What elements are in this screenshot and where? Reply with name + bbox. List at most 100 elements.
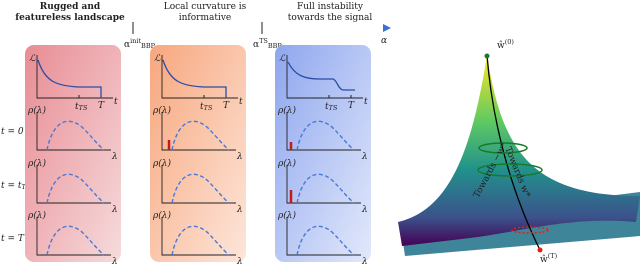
end-time-label-part: T bbox=[223, 101, 230, 111]
loss-label: ℒ bbox=[279, 54, 286, 64]
rho-label: ρ(λ) bbox=[27, 158, 47, 169]
phase-panel bbox=[275, 45, 371, 262]
ring bbox=[477, 163, 543, 177]
rho-label: ρ(λ) bbox=[152, 158, 172, 169]
tts-label: tTS bbox=[75, 102, 88, 113]
lambda-label: λ bbox=[236, 152, 243, 162]
lambda-label-part: λ bbox=[361, 205, 368, 215]
end-time-label: T bbox=[223, 101, 230, 111]
lambda-label: λ bbox=[236, 205, 243, 215]
time-label: t bbox=[114, 97, 118, 107]
time-label-part: t bbox=[239, 97, 243, 107]
end-label-part: ŵ bbox=[540, 254, 548, 265]
start-point bbox=[484, 53, 490, 59]
loss-axes bbox=[161, 55, 238, 99]
spectrum-density bbox=[171, 120, 230, 151]
rho-axes bbox=[161, 112, 236, 151]
end-time-label: T bbox=[348, 101, 355, 111]
row-label-part: t = T bbox=[1, 234, 25, 244]
rho-axes bbox=[36, 112, 111, 151]
phase-label-part: featureless landscape bbox=[15, 13, 125, 23]
alpha-arrowhead bbox=[383, 24, 391, 32]
tts-label: tTS bbox=[200, 102, 213, 113]
time-label: t bbox=[239, 97, 243, 107]
lambda-label-part: λ bbox=[111, 257, 118, 267]
phase-label: towards the signal bbox=[288, 13, 373, 23]
time-label-part: t bbox=[364, 97, 368, 107]
lambda-label-part: λ bbox=[361, 152, 368, 162]
surface-plot bbox=[398, 53, 640, 256]
threshold-label-part: BBP bbox=[268, 42, 283, 50]
loss-axes bbox=[286, 55, 363, 99]
threshold-label-part: α bbox=[124, 40, 130, 50]
rho-label-part: ρ(λ) bbox=[152, 105, 172, 116]
start-label-part: ŵ bbox=[497, 40, 505, 51]
threshold-label-part: BBP bbox=[141, 42, 156, 50]
rho-label-part: ρ(λ) bbox=[152, 158, 172, 169]
rho-label: ρ(λ) bbox=[152, 210, 172, 221]
spectrum-density bbox=[296, 225, 355, 256]
rho-label-part: ρ(λ) bbox=[277, 105, 297, 116]
loss-label-part: ℒ bbox=[154, 54, 161, 64]
ring bbox=[511, 226, 549, 234]
loss-label: ℒ bbox=[29, 54, 36, 64]
end-point bbox=[537, 247, 543, 253]
rho-label-part: ρ(λ) bbox=[152, 210, 172, 221]
loss-axes bbox=[36, 55, 113, 99]
phase-panel bbox=[25, 45, 121, 262]
rho-label: ρ(λ) bbox=[277, 105, 297, 116]
surface-peak bbox=[398, 55, 640, 246]
loss-label-part: ℒ bbox=[279, 54, 286, 64]
end-time-label-part: T bbox=[348, 101, 355, 111]
time-label-part: t bbox=[114, 97, 118, 107]
rho-axes bbox=[36, 165, 111, 204]
loss-curve bbox=[162, 59, 227, 98]
lambda-label-part: λ bbox=[111, 152, 118, 162]
phase-label-part: towards the signal bbox=[288, 13, 373, 23]
row-label-part: t = t bbox=[1, 181, 22, 191]
row-label-part: t = 0 bbox=[1, 127, 24, 137]
rho-label-part: ρ(λ) bbox=[27, 105, 47, 116]
end-time-label-part: T bbox=[98, 101, 105, 111]
threshold-label: αinitBBP bbox=[124, 37, 156, 50]
tts-label-part: t bbox=[200, 102, 204, 112]
phase-label-part: Rugged and bbox=[40, 2, 101, 12]
loss-label: ℒ bbox=[154, 54, 161, 64]
tts-label-part: TS bbox=[204, 104, 213, 112]
phase-panel bbox=[150, 45, 246, 262]
lambda-label: λ bbox=[361, 152, 368, 162]
rho-axes bbox=[286, 165, 361, 204]
phase-label: Local curvature is bbox=[164, 2, 247, 12]
phase-label-part: Full instability bbox=[297, 2, 364, 12]
rho-axes bbox=[161, 217, 236, 256]
rho-axes bbox=[36, 217, 111, 256]
lambda-label-part: λ bbox=[111, 205, 118, 215]
end-label-part: (T) bbox=[548, 252, 558, 260]
lambda-label: λ bbox=[111, 152, 118, 162]
rho-label-part: ρ(λ) bbox=[277, 210, 297, 221]
spectrum-density bbox=[46, 120, 105, 151]
phase-label-part: informative bbox=[179, 13, 232, 23]
tts-label: tTS bbox=[325, 102, 338, 113]
end-time-label: T bbox=[98, 101, 105, 111]
rho-label: ρ(λ) bbox=[277, 158, 297, 169]
tts-label-part: t bbox=[325, 102, 329, 112]
lambda-label: λ bbox=[111, 257, 118, 267]
rho-axes bbox=[161, 165, 236, 204]
threshold-label-part: TS bbox=[259, 37, 268, 45]
loss-curve bbox=[287, 61, 355, 91]
alpha-label: α bbox=[381, 36, 387, 46]
loss-curve bbox=[37, 59, 102, 98]
rho-axes bbox=[286, 112, 361, 151]
time-label: t bbox=[364, 97, 368, 107]
phase-label-part: Local curvature is bbox=[164, 2, 247, 12]
row-label: t = T bbox=[1, 234, 25, 244]
rho-label: ρ(λ) bbox=[27, 210, 47, 221]
rho-label-part: ρ(λ) bbox=[27, 210, 47, 221]
rho-label: ρ(λ) bbox=[152, 105, 172, 116]
row-label: t = 0 bbox=[1, 127, 24, 137]
lambda-label: λ bbox=[111, 205, 118, 215]
lambda-label: λ bbox=[361, 205, 368, 215]
rho-label: ρ(λ) bbox=[27, 105, 47, 116]
